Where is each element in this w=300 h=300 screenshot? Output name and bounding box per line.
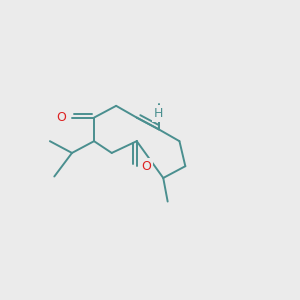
- Text: H: H: [154, 107, 164, 120]
- Text: O: O: [141, 160, 151, 173]
- Text: O: O: [56, 111, 66, 124]
